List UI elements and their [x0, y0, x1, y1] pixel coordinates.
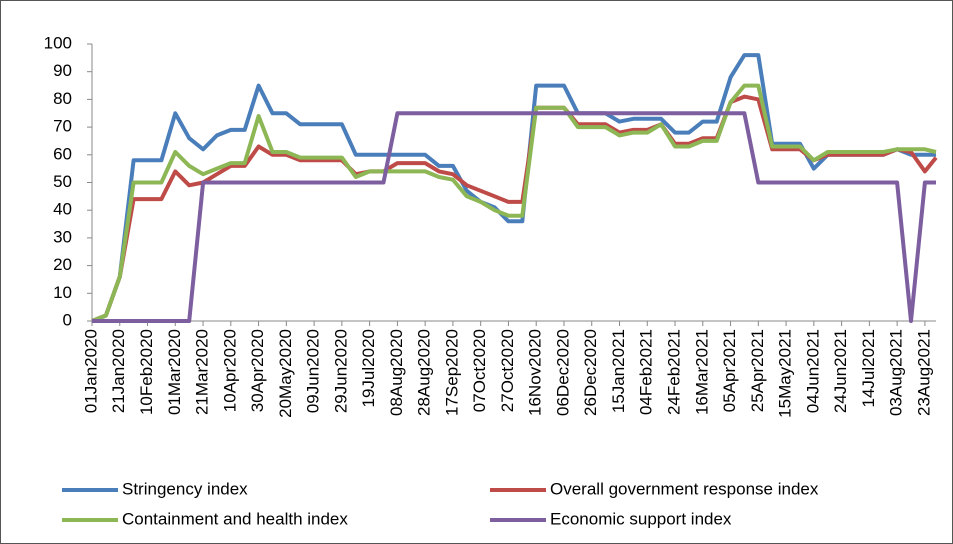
x-tick-label: 15May2021: [776, 329, 795, 418]
x-tick-label: 16Mar2021: [692, 329, 711, 415]
x-tick-label: 29Jun2020: [331, 329, 350, 413]
x-tick-label: 17Sep2020: [442, 329, 461, 416]
series-line: [91, 94, 938, 323]
x-tick-label: 28Aug2020: [415, 329, 434, 416]
x-tick-label: 04Feb2021: [637, 329, 656, 415]
series-line: [92, 111, 936, 323]
x-tick-label: 30Apr2020: [248, 329, 267, 412]
y-tick-label: 50: [53, 172, 72, 191]
x-tick-label: 20May2020: [276, 329, 295, 418]
x-tick-label: 21Mar2020: [193, 329, 212, 415]
y-tick-label: 20: [53, 255, 72, 274]
x-tick-label: 21Jan2020: [109, 329, 128, 413]
y-tick-label: 0: [63, 310, 72, 329]
y-tick-label: 80: [53, 89, 72, 108]
x-tick-label: 10Apr2020: [220, 329, 239, 412]
series-line: [91, 83, 937, 323]
y-tick-label: 30: [53, 227, 72, 246]
y-tick-label: 60: [53, 144, 72, 163]
x-tick-label: 26Dec2020: [581, 329, 600, 416]
x-tick-label: 24Feb2021: [665, 329, 684, 415]
legend-label: Overall government response index: [550, 479, 819, 498]
x-tick-label: 01Jan2020: [81, 329, 100, 413]
x-tick-label: 09Jun2020: [304, 329, 323, 413]
x-tick-label: 15Jan2021: [609, 329, 628, 413]
y-tick-label: 100: [44, 33, 72, 52]
x-tick-label: 25Apr2021: [748, 329, 767, 412]
series-line: [91, 53, 936, 323]
x-tick-label: 05Apr2021: [720, 329, 739, 412]
y-tick-label: 70: [53, 117, 72, 136]
y-tick-label: 90: [53, 61, 72, 80]
y-tick-label: 40: [53, 200, 72, 219]
legend-label: Economic support index: [550, 509, 732, 528]
x-tick-label: 07Oct2020: [470, 329, 489, 412]
x-tick-label: 01Mar2020: [165, 329, 184, 415]
x-tick-label: 06Dec2020: [553, 329, 572, 416]
x-tick-label: 10Feb2020: [137, 329, 156, 415]
x-tick-label: 19Jul2020: [359, 329, 378, 407]
legend-label: Containment and health index: [122, 509, 348, 528]
x-tick-label: 14Jul2021: [859, 329, 878, 407]
y-tick-label: 10: [53, 283, 72, 302]
legend-label: Stringency index: [122, 479, 248, 498]
x-tick-label: 23Aug2021: [914, 329, 933, 416]
x-tick-label: 04Jun2021: [803, 329, 822, 413]
x-tick-label: 08Aug2020: [387, 329, 406, 416]
x-tick-label: 16Nov2020: [526, 329, 545, 416]
x-tick-label: 03Aug2021: [887, 329, 906, 416]
x-tick-label: 24Jun2021: [831, 329, 850, 413]
x-tick-label: 27Oct2020: [498, 329, 517, 412]
